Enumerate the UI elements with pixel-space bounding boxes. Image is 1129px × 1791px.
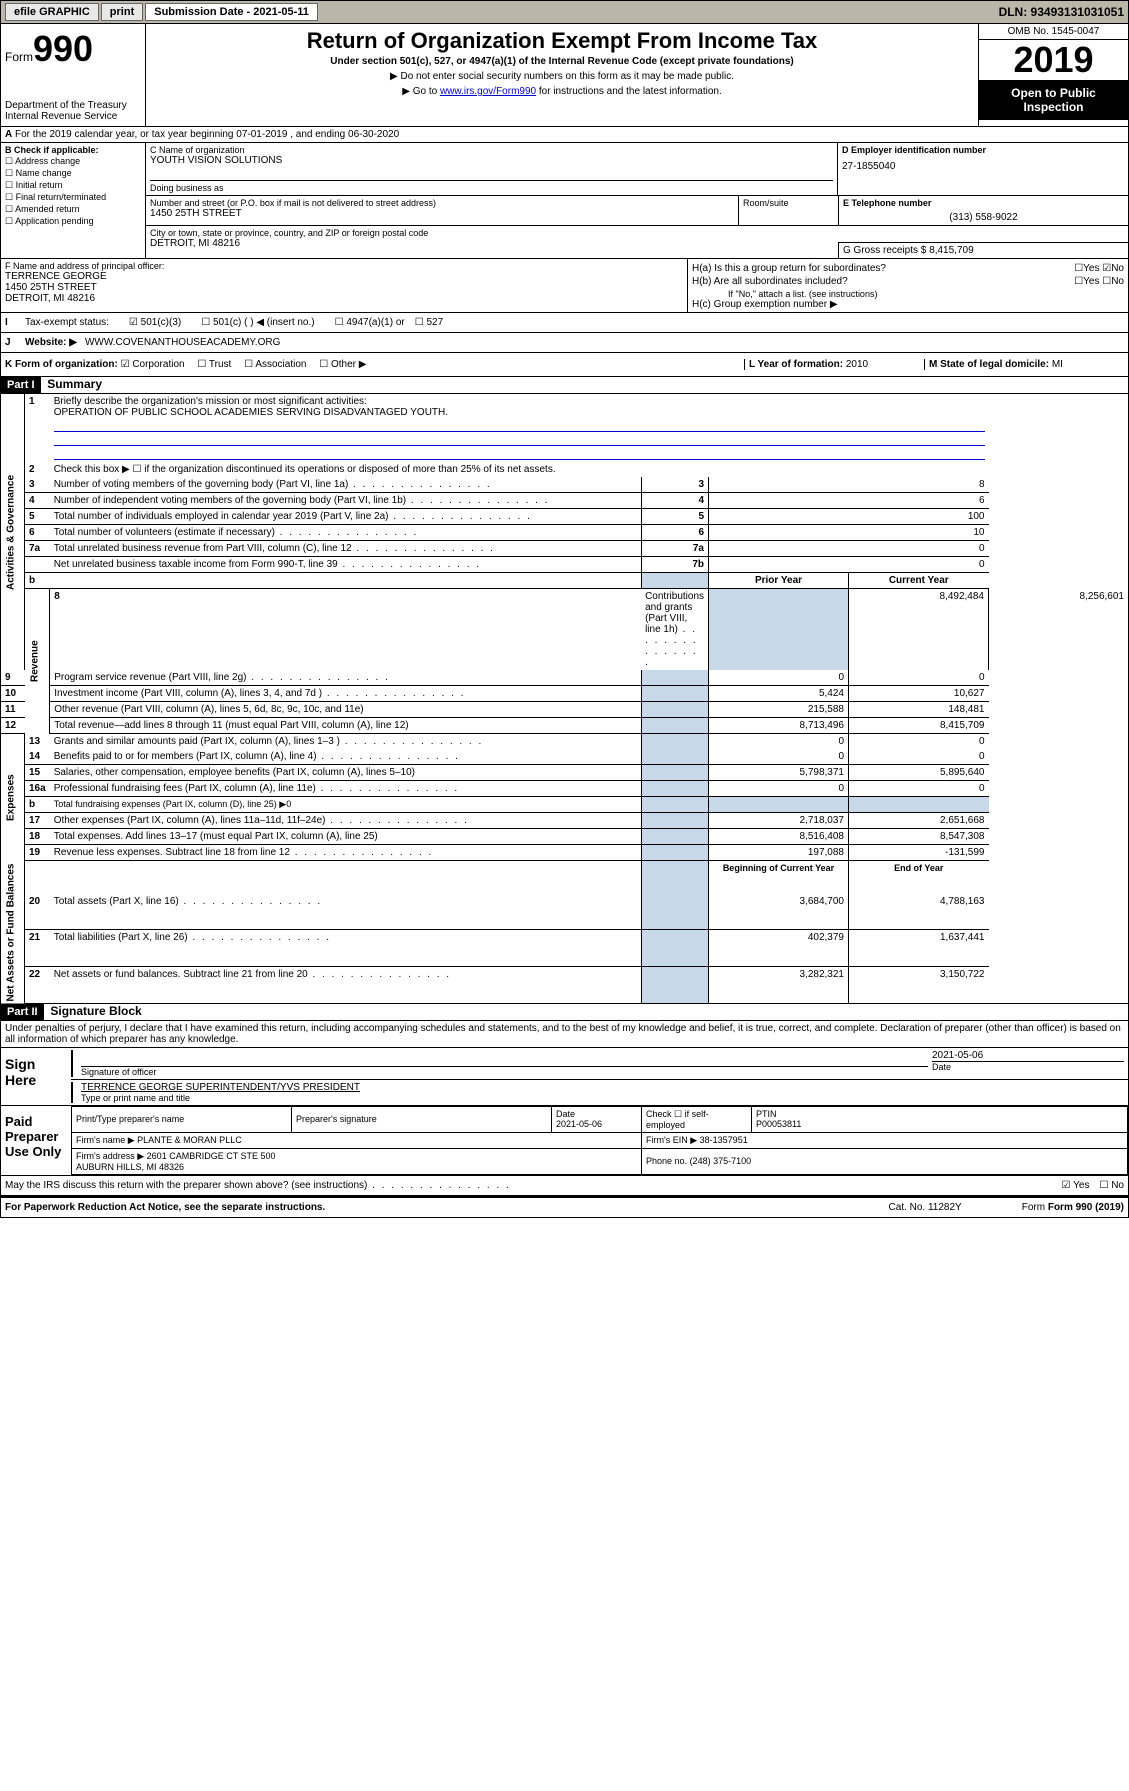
form-subtitle: Under section 501(c), 527, or 4947(a)(1)… [150, 56, 974, 67]
section-expenses: Expenses [1, 734, 25, 861]
chk-amended[interactable]: ☐ Amended return [5, 204, 141, 215]
department-label: Department of the Treasury Internal Reve… [5, 100, 141, 122]
room-suite: Room/suite [738, 196, 838, 225]
website-url: WWW.COVENANTHOUSEACADEMY.ORG [85, 337, 280, 348]
ein-label: D Employer identification number [842, 145, 1124, 155]
chk-final-return[interactable]: ☐ Final return/terminated [5, 192, 141, 203]
box-b: B Check if applicable: ☐ Address change … [1, 143, 146, 258]
form-footer: Form Form 990 (2019) [1022, 1202, 1124, 1213]
chk-pending[interactable]: ☐ Application pending [5, 216, 141, 227]
chk-initial-return[interactable]: ☐ Initial return [5, 180, 141, 191]
chk-527[interactable]: ☐ 527 [415, 317, 443, 328]
chk-address-change[interactable]: ☐ Address change [5, 156, 141, 167]
year-formation: 2010 [846, 359, 868, 370]
chk-corporation[interactable]: ☑ Corporation [121, 359, 185, 370]
firm-name: PLANTE & MORAN PLLC [137, 1135, 242, 1145]
paid-preparer-label: Paid Preparer Use Only [1, 1106, 71, 1175]
group-return-box: H(a) Is this a group return for subordin… [688, 259, 1128, 312]
org-name-box: C Name of organization YOUTH VISION SOLU… [146, 143, 838, 195]
part1-header: Part I [1, 377, 41, 393]
section-revenue: Revenue [25, 589, 50, 734]
mission-text: OPERATION OF PUBLIC SCHOOL ACADEMIES SER… [54, 407, 448, 418]
phone-value: (313) 558-9022 [843, 212, 1124, 223]
phone-label: E Telephone number [843, 198, 1124, 208]
catalog-number: Cat. No. 11282Y [889, 1202, 962, 1213]
city-box: City or town, state or province, country… [146, 226, 838, 258]
state-domicile: MI [1052, 359, 1063, 370]
firm-ein: 38-1357951 [700, 1135, 748, 1145]
part2-title: Signature Block [50, 1004, 141, 1018]
chk-name-change[interactable]: ☐ Name change [5, 168, 141, 179]
perjury-declaration: Under penalties of perjury, I declare th… [1, 1021, 1128, 1047]
discuss-row: May the IRS discuss this return with the… [0, 1176, 1129, 1196]
form-title: Return of Organization Exempt From Incom… [150, 28, 974, 54]
form-header: Form990 Department of the Treasury Inter… [0, 24, 1129, 127]
section-net-assets: Net Assets or Fund Balances [1, 861, 25, 1004]
irs-link[interactable]: www.irs.gov/Form990 [440, 86, 536, 97]
top-bar: efile GRAPHIC print Submission Date - 20… [0, 0, 1129, 24]
note-link: ▶ Go to www.irs.gov/Form990 for instruct… [150, 86, 974, 97]
efile-label: efile GRAPHIC [5, 3, 99, 21]
address-box: Number and street (or P.O. box if mail i… [146, 196, 738, 225]
open-public-badge: Open to Public Inspection [979, 80, 1128, 120]
submission-date: Submission Date - 2021-05-11 [145, 3, 318, 21]
chk-association[interactable]: ☐ Association [244, 359, 306, 370]
discuss-yes[interactable]: ☑ Yes [1062, 1180, 1090, 1191]
sign-here-label: Sign Here [1, 1048, 71, 1105]
form-org-row: K Form of organization: ☑ Corporation ☐ … [5, 359, 744, 370]
tax-year: 2019 [979, 40, 1128, 80]
chk-501c[interactable]: ☐ 501(c) ( ) ◀ (insert no.) [201, 317, 314, 328]
note-ssn: ▶ Do not enter social security numbers o… [150, 71, 974, 82]
omb-number: OMB No. 1545-0047 [979, 24, 1128, 40]
summary-table: Activities & Governance 1 Briefly descri… [0, 394, 1129, 1004]
officer-box: F Name and address of principal officer:… [1, 259, 688, 312]
dln-number: DLN: 93493131031051 [999, 5, 1124, 19]
chk-trust[interactable]: ☐ Trust [197, 359, 231, 370]
section-governance: Activities & Governance [1, 394, 25, 670]
paperwork-notice: For Paperwork Reduction Act Notice, see … [5, 1202, 325, 1213]
officer-name: TERRENCE GEORGE SUPERINTENDENT/YVS PRESI… [81, 1082, 1128, 1093]
form-label: Form [5, 50, 33, 64]
discuss-no[interactable]: ☐ No [1099, 1180, 1124, 1191]
tax-exempt-row: I Tax-exempt status: ☑ 501(c)(3) ☐ 501(c… [0, 313, 1129, 333]
gross-receipts-value: 8,415,709 [929, 245, 974, 256]
gross-receipts-label: G Gross receipts $ [843, 245, 926, 256]
ptin: P00053811 [756, 1119, 801, 1129]
chk-other[interactable]: ☐ Other ▶ [319, 359, 366, 370]
website-row: J Website: ▶ WWW.COVENANTHOUSEACADEMY.OR… [0, 333, 1129, 353]
part2-header: Part II [1, 1004, 44, 1020]
chk-4947[interactable]: ☐ 4947(a)(1) or [335, 317, 405, 328]
tax-period: A For the 2019 calendar year, or tax yea… [0, 127, 1129, 143]
ein-value: 27-1855040 [842, 161, 1124, 172]
chk-501c3[interactable]: ☑ 501(c)(3) [129, 317, 181, 328]
preparer-table: Print/Type preparer's name Preparer's si… [71, 1106, 1128, 1175]
firm-phone: (248) 375-7100 [690, 1156, 752, 1166]
part1-title: Summary [47, 377, 102, 391]
print-button[interactable]: print [101, 3, 143, 21]
form-number: 990 [33, 28, 93, 69]
